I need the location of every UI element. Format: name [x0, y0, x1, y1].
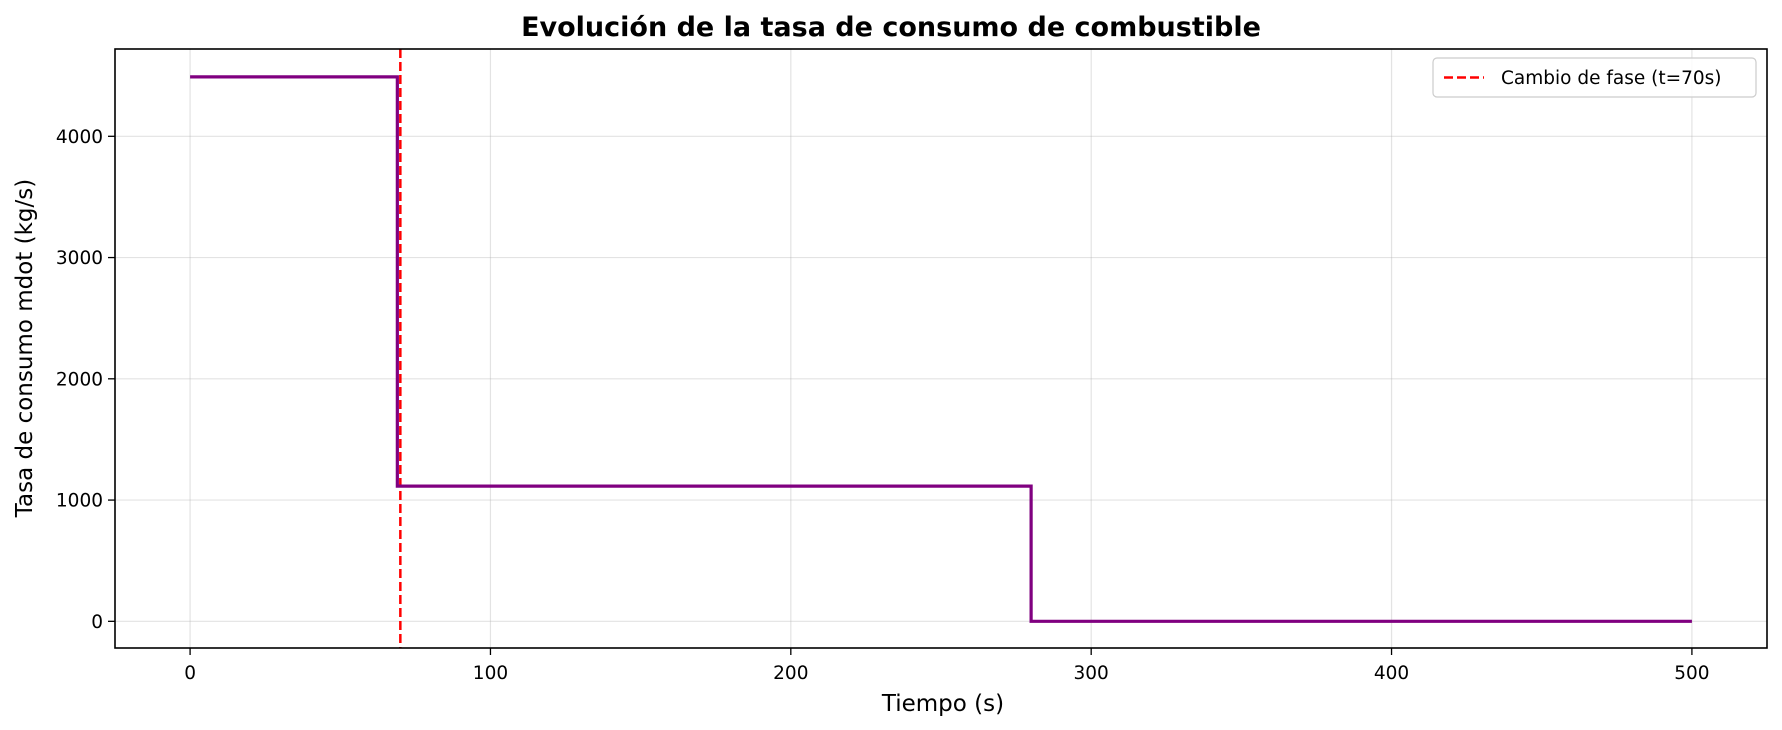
x-tick-label: 200 — [773, 663, 808, 684]
x-tick-label: 500 — [1674, 663, 1709, 684]
x-tick-label: 0 — [184, 663, 196, 684]
x-axis-ticks: 0 100 200 300 400 500 — [184, 648, 1710, 684]
y-tick-label: 0 — [91, 612, 103, 633]
y-axis-label: Tasa de consumo mdot (kg/s) — [12, 179, 38, 518]
legend: Cambio de fase (t=70s) — [1432, 57, 1757, 98]
x-tick-label: 100 — [473, 663, 508, 684]
x-tick-label: 400 — [1374, 663, 1409, 684]
x-tick-label: 300 — [1074, 663, 1109, 684]
plot-frame — [114, 48, 1768, 649]
y-tick-label: 4000 — [56, 127, 103, 148]
legend-label: Cambio de fase (t=70s) — [1501, 68, 1721, 89]
series-line — [190, 75, 1692, 623]
x-axis-label: Tiempo (s) — [881, 691, 1004, 717]
y-axis-ticks: 0 1000 2000 3000 4000 — [56, 127, 115, 633]
grid — [115, 49, 1767, 648]
y-tick-label: 1000 — [56, 491, 103, 512]
y-tick-label: 3000 — [56, 248, 103, 269]
y-tick-label: 2000 — [56, 369, 103, 390]
series — [190, 75, 1692, 623]
chart-title: Evolución de la tasa de consumo de combu… — [521, 12, 1261, 43]
legend-box — [1432, 57, 1757, 98]
